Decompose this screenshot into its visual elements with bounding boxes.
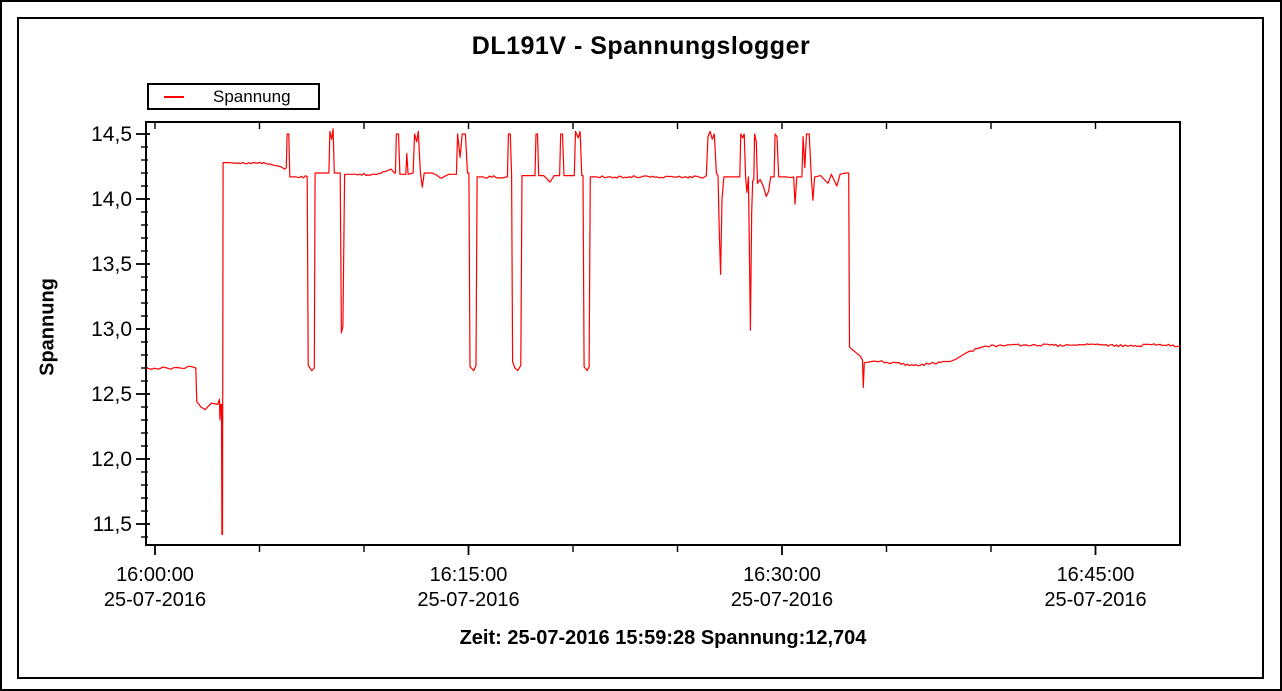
svg-text:12,5: 12,5: [91, 383, 132, 406]
legend-line-marker: [164, 95, 184, 98]
svg-text:16:45:00: 16:45:00: [1057, 564, 1135, 586]
chart-title: DL191V - Spannungslogger: [471, 32, 811, 60]
svg-text:25-07-2016: 25-07-2016: [1044, 589, 1146, 611]
svg-text:12,0: 12,0: [91, 448, 132, 471]
legend: Spannung: [147, 83, 320, 110]
svg-text:25-07-2016: 25-07-2016: [417, 589, 519, 611]
legend-label: Spannung: [213, 87, 291, 106]
svg-text:13,5: 13,5: [91, 253, 132, 276]
svg-text:25-07-2016: 25-07-2016: [731, 589, 833, 611]
svg-text:25-07-2016: 25-07-2016: [104, 589, 206, 611]
plot-area[interactable]: [146, 122, 1180, 545]
svg-text:14,0: 14,0: [91, 188, 132, 211]
svg-text:13,0: 13,0: [91, 318, 132, 341]
cursor-readout-status: Zeit: 25-07-2016 15:59:28 Spannung:12,70…: [459, 627, 867, 649]
svg-text:16:15:00: 16:15:00: [430, 564, 508, 586]
svg-text:16:00:00: 16:00:00: [116, 564, 194, 586]
svg-text:16:30:00: 16:30:00: [743, 564, 821, 586]
axis-tick-labels: 14,5 14,0 13,5 13,0 12,5 12,0 11,5 16:00:00 25-0…: [91, 123, 1147, 611]
svg-text:11,5: 11,5: [93, 513, 132, 536]
spannung-series-line: [145, 128, 1181, 535]
plot-frame: [145, 121, 1181, 546]
svg-text:14,5: 14,5: [91, 123, 132, 146]
